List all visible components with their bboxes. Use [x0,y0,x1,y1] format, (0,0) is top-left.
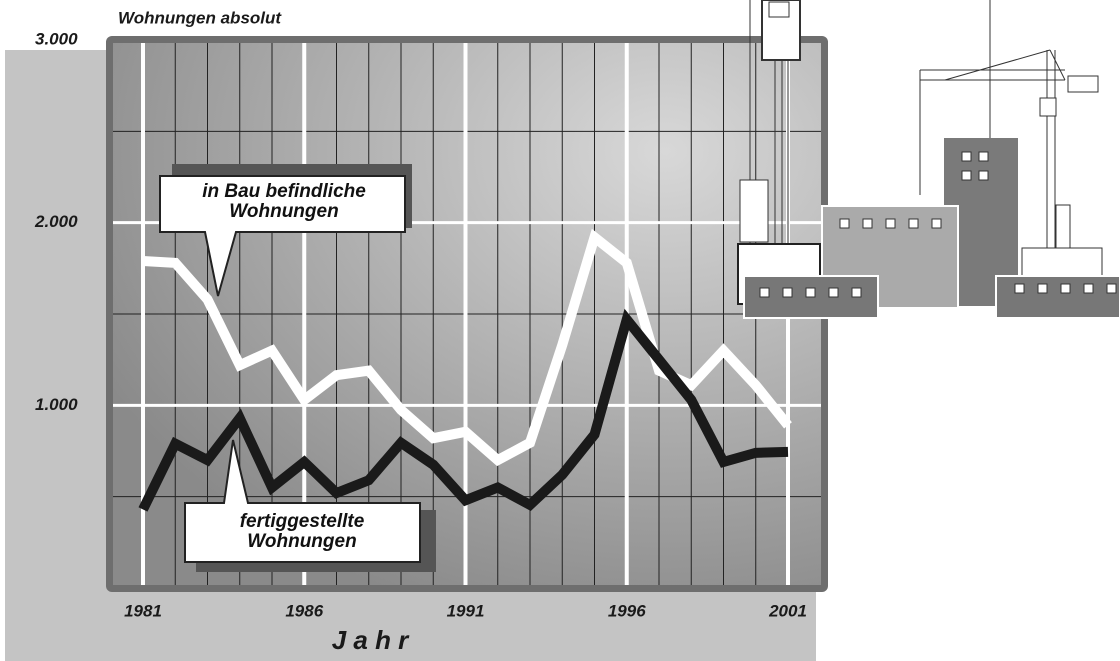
x-tick-label: 1991 [447,601,485,620]
chart: Wohnungen absolut J a h r 1.000 2.000 3.00… [0,0,1120,661]
x-tick-label: 1996 [608,601,646,620]
y-axis-label: Wohnungen absolut [118,8,282,27]
x-tick-label: 1986 [285,601,323,620]
page-body: Wohnungen absolut J a h r 1.000 2.000 3.00… [0,0,1120,661]
page: {"chart_data": {"type": "line", "y_label… [0,0,1120,661]
x-tick-label: 1981 [124,601,162,620]
x-tick-label: 2001 [768,601,807,620]
y-tick-label: 2.000 [34,212,78,231]
series-label: in Bau befindliche Wohnungen [170,182,398,222]
y-tick-label: 1.000 [35,395,78,414]
series-label: fertiggestellte Wohnungen [192,512,412,552]
y-tick-label: 3.000 [35,29,78,48]
x-axis-label: J a h r [332,625,410,655]
